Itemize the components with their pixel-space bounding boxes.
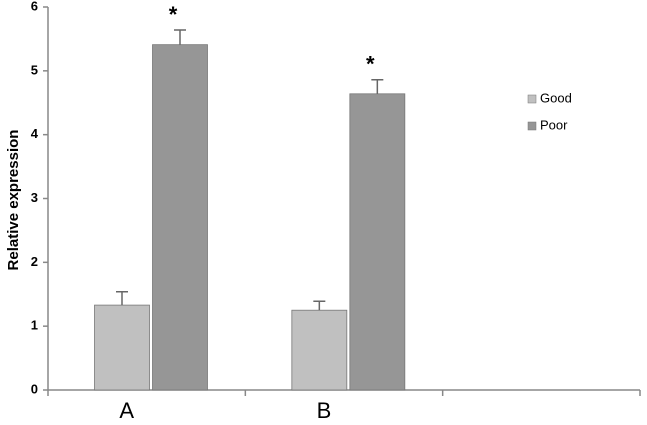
- y-tick-label: 2: [31, 254, 38, 269]
- y-tick-label: 6: [31, 0, 38, 13]
- y-tick-label: 1: [31, 318, 38, 333]
- x-tick-label: B: [317, 398, 332, 423]
- legend-label: Poor: [540, 117, 568, 132]
- annotation: *: [366, 52, 375, 77]
- y-tick-label: 5: [31, 62, 38, 77]
- x-tick-label: A: [119, 398, 134, 423]
- bar: [152, 44, 208, 391]
- y-axis-label: Relative expression: [5, 130, 22, 271]
- legend-label: Good: [540, 90, 572, 105]
- error-bar: [116, 290, 128, 306]
- annotation: *: [169, 2, 178, 27]
- bar: [349, 93, 406, 391]
- bar: [291, 309, 348, 391]
- error-bar: [313, 300, 326, 311]
- y-tick-label: 3: [31, 190, 38, 205]
- y-tick-label: 4: [31, 126, 39, 141]
- legend-swatch: [527, 121, 537, 131]
- bar: [94, 304, 150, 391]
- legend-swatch: [527, 94, 537, 104]
- error-bar: [371, 79, 384, 94]
- y-tick-label: 0: [31, 381, 38, 396]
- error-bar: [174, 29, 186, 45]
